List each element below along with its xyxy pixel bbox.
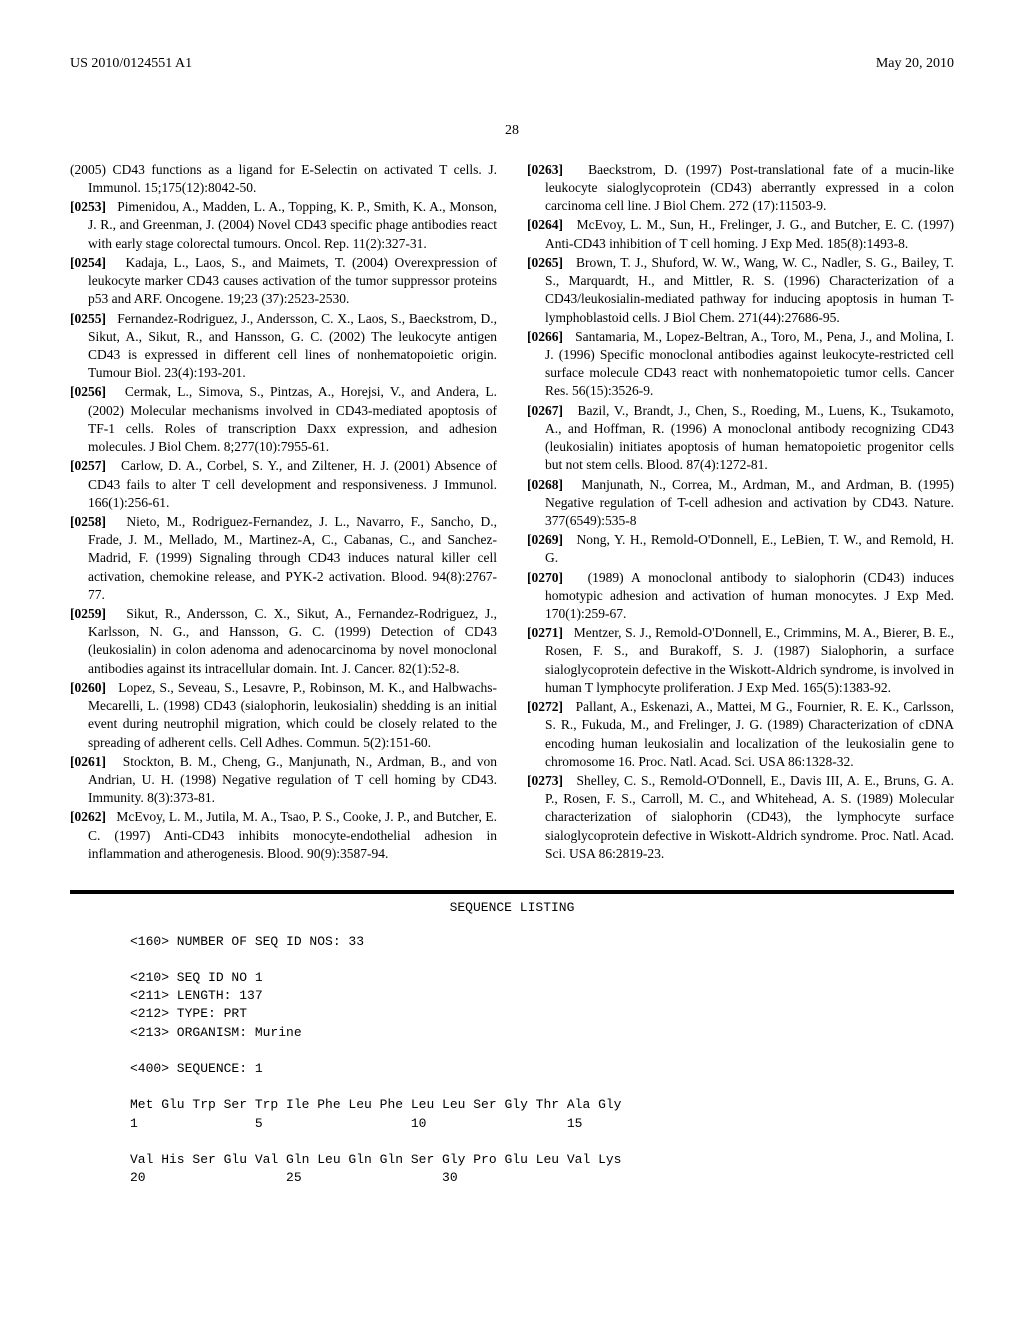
reference-entry: [0255] Fernandez-Rodriguez, J., Andersso… — [70, 310, 497, 383]
sequence-listing-section: SEQUENCE LISTING <160> NUMBER OF SEQ ID … — [70, 890, 954, 1187]
reference-number: [0269] — [527, 532, 563, 547]
reference-number: [0261] — [70, 754, 106, 769]
reference-number: [0260] — [70, 680, 106, 695]
reference-number: [0256] — [70, 384, 106, 399]
reference-entry: [0259] Sikut, R., Andersson, C. X., Siku… — [70, 605, 497, 678]
reference-entry: [0269] Nong, Y. H., Remold-O'Donnell, E.… — [527, 531, 954, 567]
sequence-listing-title: SEQUENCE LISTING — [70, 899, 954, 917]
reference-number: [0257] — [70, 458, 106, 473]
reference-number: [0268] — [527, 477, 563, 492]
reference-entry: [0272] Pallant, A., Eskenazi, A., Mattei… — [527, 698, 954, 771]
reference-number: [0271] — [527, 625, 563, 640]
reference-number: [0263] — [527, 162, 563, 177]
patent-number: US 2010/0124551 A1 — [70, 55, 192, 74]
patent-date: May 20, 2010 — [876, 55, 954, 74]
reference-number: [0264] — [527, 217, 563, 232]
sequence-listing-body: <160> NUMBER OF SEQ ID NOS: 33 <210> SEQ… — [70, 933, 954, 1188]
reference-entry: [0271] Mentzer, S. J., Remold-O'Donnell,… — [527, 624, 954, 697]
reference-entry: [0262] McEvoy, L. M., Jutila, M. A., Tsa… — [70, 808, 497, 863]
reference-entry: [0263] Baeckstrom, D. (1997) Post-transl… — [527, 161, 954, 216]
reference-entry: [0258] Nieto, M., Rodriguez-Fernandez, J… — [70, 513, 497, 604]
reference-number: [0267] — [527, 403, 563, 418]
reference-entry: [0257] Carlow, D. A., Corbel, S. Y., and… — [70, 457, 497, 512]
reference-number: [0272] — [527, 699, 563, 714]
reference-number: [0255] — [70, 311, 106, 326]
reference-entry: [0256] Cermak, L., Simova, S., Pintzas, … — [70, 383, 497, 456]
page-header: US 2010/0124551 A1 May 20, 2010 — [70, 55, 954, 74]
reference-number: [0262] — [70, 809, 106, 824]
references-columns: (2005) CD43 functions as a ligand for E-… — [70, 161, 954, 864]
reference-entry: [0273] Shelley, C. S., Remold-O'Donnell,… — [527, 772, 954, 863]
reference-entry: [0254] Kadaja, L., Laos, S., and Maimets… — [70, 254, 497, 309]
reference-entry: [0253] Pimenidou, A., Madden, L. A., Top… — [70, 198, 497, 253]
reference-number: [0270] — [527, 570, 563, 585]
reference-number: [0266] — [527, 329, 563, 344]
reference-number: [0253] — [70, 199, 106, 214]
reference-entry: [0270] (1989) A monoclonal antibody to s… — [527, 569, 954, 624]
reference-number: [0273] — [527, 773, 563, 788]
reference-number: [0265] — [527, 255, 563, 270]
page-number: 28 — [70, 122, 954, 141]
reference-number: [0259] — [70, 606, 106, 621]
reference-entry: [0268] Manjunath, N., Correa, M., Ardman… — [527, 476, 954, 531]
reference-entry: [0260] Lopez, S., Seveau, S., Lesavre, P… — [70, 679, 497, 752]
reference-entry: [0267] Bazil, V., Brandt, J., Chen, S., … — [527, 402, 954, 475]
reference-entry: [0264] McEvoy, L. M., Sun, H., Frelinger… — [527, 216, 954, 252]
reference-number: [0254] — [70, 255, 106, 270]
reference-entry: [0261] Stockton, B. M., Cheng, G., Manju… — [70, 753, 497, 808]
reference-entry: [0266] Santamaria, M., Lopez-Beltran, A.… — [527, 328, 954, 401]
reference-entry: (2005) CD43 functions as a ligand for E-… — [70, 161, 497, 197]
reference-entry: [0265] Brown, T. J., Shuford, W. W., Wan… — [527, 254, 954, 327]
reference-number: [0258] — [70, 514, 106, 529]
